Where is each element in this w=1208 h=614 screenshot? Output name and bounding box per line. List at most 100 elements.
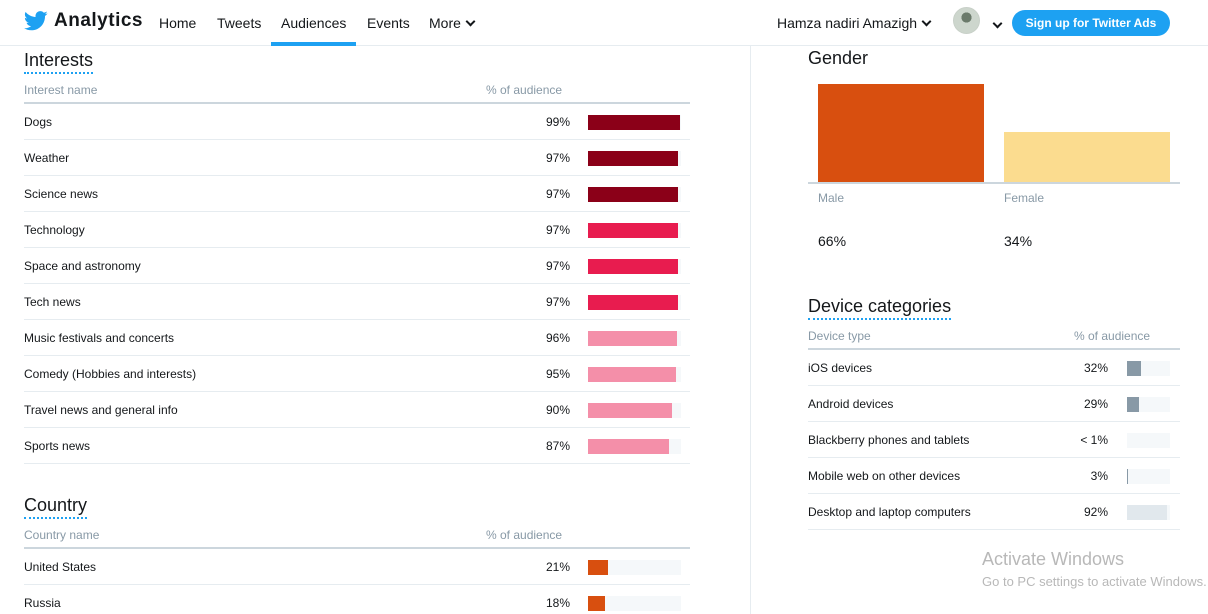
chevron-down-icon: [921, 16, 932, 27]
country-col-name: Country name: [24, 528, 100, 542]
country-row-pct: 21%: [545, 560, 570, 574]
country-title[interactable]: Country: [24, 495, 88, 519]
country-row: United States 21%: [24, 549, 690, 585]
interest-row: Comedy (Hobbies and interests) 95%: [24, 356, 690, 392]
country-row-bar-track: [588, 596, 681, 611]
country-row-bar-track: [588, 560, 681, 575]
country-row: Russia 18%: [24, 585, 690, 614]
country-col-pct: % of audience: [486, 528, 563, 542]
interest-row-bar-track: [588, 367, 681, 382]
interests-header-line: [24, 102, 690, 104]
user-name: Hamza nadiri Amazigh: [777, 15, 918, 31]
country-row-pct: 18%: [545, 596, 570, 610]
device-row-bar-track: [1127, 469, 1170, 484]
device-row-bar-track: [1127, 433, 1170, 448]
top-nav: Analytics Home Tweets Audiences Events M…: [0, 0, 1208, 46]
device-row-pct: 92%: [1083, 505, 1108, 519]
interest-row-bar: [588, 403, 672, 418]
devices-title[interactable]: Device categories: [808, 296, 952, 320]
device-row-bar: [1127, 397, 1140, 412]
interest-row-label: Music festivals and concerts: [24, 331, 175, 345]
interest-row-label: Tech news: [24, 295, 81, 309]
interest-row: Tech news 97%: [24, 284, 690, 320]
interest-row-pct: 97%: [545, 295, 570, 309]
device-row-label: Mobile web on other devices: [808, 469, 961, 483]
gender-title: Gender: [808, 48, 869, 68]
interest-row-bar: [588, 115, 681, 130]
gender-male-bar: [818, 84, 984, 182]
interest-row-pct: 90%: [545, 403, 570, 417]
interests-title[interactable]: Interests: [24, 50, 94, 74]
gender-male-label: Male: [818, 191, 845, 205]
interest-row-bar: [588, 223, 679, 238]
device-row-pct: 32%: [1083, 361, 1108, 375]
interest-row-bar-track: [588, 403, 681, 418]
interest-row-pct: 97%: [545, 187, 570, 201]
nav-audiences-link[interactable]: Audiences: [281, 15, 347, 31]
activate-windows-subtitle: Go to PC settings to activate Windows.: [982, 574, 1207, 589]
country-row-label: United States: [24, 560, 97, 574]
active-tab-indicator: [271, 42, 356, 46]
account-menu-toggle[interactable]: [988, 17, 1003, 35]
interest-row: Weather 97%: [24, 140, 690, 176]
devices-col-pct: % of audience: [1074, 329, 1151, 343]
interest-row-bar: [588, 295, 679, 310]
country-row-label: Russia: [24, 596, 61, 610]
interest-row-bar: [588, 151, 679, 166]
chevron-down-icon: [465, 16, 476, 27]
device-row: Desktop and laptop computers 92%: [808, 494, 1180, 530]
device-row-bar: [1127, 469, 1129, 484]
device-row-bar-track: [1127, 361, 1170, 376]
brand[interactable]: Analytics: [24, 10, 143, 32]
brand-name: Analytics: [54, 10, 143, 31]
interest-row-pct: 96%: [545, 331, 570, 345]
interest-row-bar-track: [588, 259, 681, 274]
user-menu[interactable]: Hamza nadiri Amazigh: [777, 15, 932, 31]
interest-row-bar: [588, 259, 679, 274]
device-row-label: iOS devices: [808, 361, 873, 375]
country-header-line: [24, 547, 690, 549]
interest-row-pct: 97%: [545, 151, 570, 165]
device-row: Android devices 29%: [808, 386, 1180, 422]
interest-row-bar-track: [588, 115, 681, 130]
nav-events-link[interactable]: Events: [367, 15, 410, 31]
interest-row-label: Travel news and general info: [24, 403, 178, 417]
column-divider: [750, 46, 751, 614]
nav-home-link[interactable]: Home: [159, 15, 197, 31]
signup-twitter-ads-button[interactable]: Sign up for Twitter Ads: [1012, 10, 1170, 36]
interest-row-bar: [588, 331, 678, 346]
nav-more-link[interactable]: More: [429, 15, 476, 31]
device-row: Mobile web on other devices 3%: [808, 458, 1180, 494]
interest-row-pct: 97%: [545, 223, 570, 237]
interest-row-label: Dogs: [24, 115, 53, 129]
chevron-down-icon: [992, 18, 1003, 29]
device-row-label: Android devices: [808, 397, 894, 411]
device-row-bar: [1127, 505, 1167, 520]
interest-row-bar: [588, 367, 677, 382]
nav-tweets-link[interactable]: Tweets: [217, 15, 262, 31]
device-row-bar: [1127, 361, 1141, 376]
interests-col-name: Interest name: [24, 83, 98, 97]
gender-female-bar: [1004, 131, 1170, 182]
device-row-pct: 3%: [1090, 469, 1108, 483]
interest-row: Travel news and general info 90%: [24, 392, 690, 428]
interest-row-bar-track: [588, 295, 681, 310]
activate-windows-title: Activate Windows: [982, 549, 1125, 569]
country-row-bar: [588, 596, 605, 611]
device-row-pct: 29%: [1083, 397, 1108, 411]
avatar[interactable]: [953, 7, 980, 34]
devices-header-line: [808, 348, 1180, 350]
interest-row-label: Space and astronomy: [24, 259, 141, 273]
gender-female-pct: 34%: [1004, 233, 1033, 249]
interest-row-pct: 99%: [545, 115, 570, 129]
interest-row-pct: 95%: [545, 367, 570, 381]
interest-row-label: Science news: [24, 187, 99, 201]
device-row: iOS devices 32%: [808, 350, 1180, 386]
nav-more-label: More: [429, 15, 461, 31]
interest-row-bar-track: [588, 331, 681, 346]
gender-male-pct: 66%: [818, 233, 847, 249]
interest-row-pct: 87%: [545, 439, 570, 453]
interest-row-label: Comedy (Hobbies and interests): [24, 367, 197, 381]
country-row-bar: [588, 560, 608, 575]
interest-row: Science news 97%: [24, 176, 690, 212]
